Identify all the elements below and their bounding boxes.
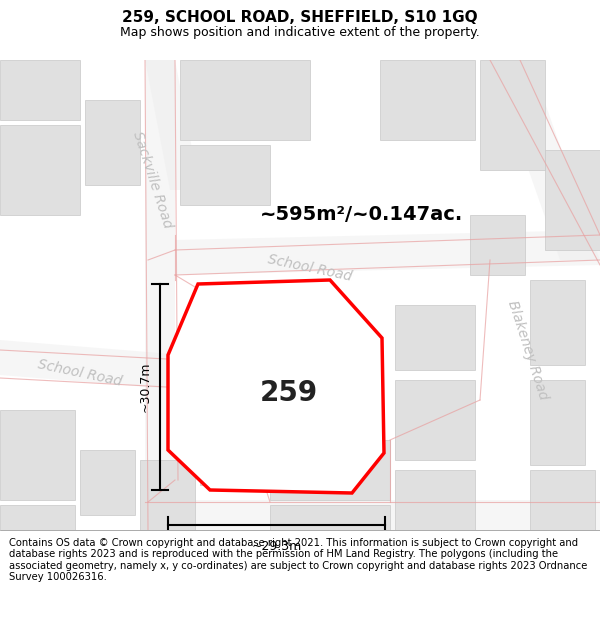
- Text: School Road: School Road: [37, 357, 124, 389]
- Text: Blakeney Road: Blakeney Road: [505, 299, 551, 401]
- Bar: [530, 470, 595, 530]
- Polygon shape: [175, 230, 600, 275]
- Bar: [270, 505, 390, 530]
- Bar: [470, 215, 525, 275]
- Bar: [0, 60, 80, 120]
- Polygon shape: [490, 60, 600, 260]
- Bar: [0, 505, 75, 530]
- Bar: [0, 410, 75, 500]
- Text: ~595m²/~0.147ac.: ~595m²/~0.147ac.: [260, 206, 463, 224]
- Text: 259: 259: [260, 379, 318, 407]
- Text: School Road: School Road: [266, 253, 353, 284]
- Bar: [395, 380, 475, 460]
- Bar: [85, 100, 140, 185]
- Polygon shape: [168, 280, 384, 493]
- Polygon shape: [145, 500, 600, 530]
- Bar: [395, 305, 475, 370]
- Polygon shape: [145, 60, 200, 190]
- Text: Contains OS data © Crown copyright and database right 2021. This information is : Contains OS data © Crown copyright and d…: [9, 538, 587, 582]
- Bar: [270, 440, 390, 500]
- Bar: [545, 150, 600, 250]
- Text: ~29.3m: ~29.3m: [251, 540, 302, 553]
- Bar: [395, 470, 475, 530]
- Bar: [200, 290, 270, 390]
- Bar: [380, 60, 475, 140]
- Polygon shape: [0, 340, 185, 390]
- Polygon shape: [145, 60, 175, 530]
- Bar: [140, 460, 195, 530]
- Bar: [180, 145, 270, 205]
- Bar: [480, 60, 545, 170]
- Bar: [200, 395, 270, 485]
- Text: ~30.7m: ~30.7m: [139, 362, 151, 413]
- Bar: [530, 280, 585, 365]
- Bar: [180, 60, 310, 140]
- Bar: [0, 125, 80, 215]
- Bar: [530, 380, 585, 465]
- Bar: [80, 450, 135, 515]
- Text: Map shows position and indicative extent of the property.: Map shows position and indicative extent…: [120, 26, 480, 39]
- Text: Sackville Road: Sackville Road: [130, 130, 174, 230]
- Text: 259, SCHOOL ROAD, SHEFFIELD, S10 1GQ: 259, SCHOOL ROAD, SHEFFIELD, S10 1GQ: [122, 10, 478, 25]
